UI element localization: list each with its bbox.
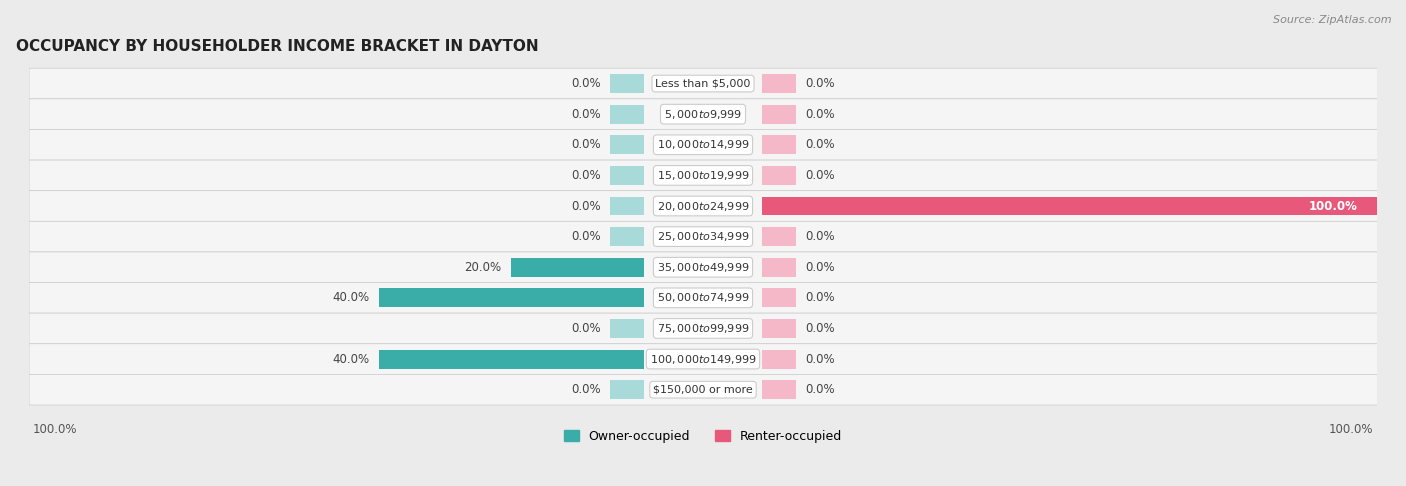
Text: 40.0%: 40.0% [332, 291, 370, 304]
FancyBboxPatch shape [30, 313, 1403, 344]
Bar [762, 288, 796, 307]
Text: 0.0%: 0.0% [571, 200, 600, 212]
Bar [380, 349, 644, 368]
Text: $20,000 to $24,999: $20,000 to $24,999 [657, 200, 749, 212]
Bar [762, 74, 796, 93]
FancyBboxPatch shape [30, 160, 1403, 191]
Text: $5,000 to $9,999: $5,000 to $9,999 [664, 108, 742, 121]
Text: 40.0%: 40.0% [332, 352, 370, 365]
Bar [610, 227, 644, 246]
FancyBboxPatch shape [30, 129, 1403, 160]
Text: $50,000 to $74,999: $50,000 to $74,999 [657, 291, 749, 304]
Bar [762, 319, 796, 338]
Text: 0.0%: 0.0% [806, 77, 835, 90]
Text: $150,000 or more: $150,000 or more [654, 385, 752, 395]
Bar [762, 135, 796, 154]
Text: $35,000 to $49,999: $35,000 to $49,999 [657, 260, 749, 274]
Bar [610, 319, 644, 338]
Text: 0.0%: 0.0% [806, 291, 835, 304]
FancyBboxPatch shape [30, 252, 1403, 282]
FancyBboxPatch shape [30, 344, 1403, 374]
Bar [610, 380, 644, 399]
Text: 0.0%: 0.0% [571, 108, 600, 121]
FancyBboxPatch shape [30, 68, 1403, 99]
Text: $15,000 to $19,999: $15,000 to $19,999 [657, 169, 749, 182]
Bar [610, 196, 644, 215]
FancyBboxPatch shape [30, 221, 1403, 252]
Text: 0.0%: 0.0% [806, 260, 835, 274]
Text: 0.0%: 0.0% [571, 383, 600, 396]
Text: 0.0%: 0.0% [571, 77, 600, 90]
Text: $25,000 to $34,999: $25,000 to $34,999 [657, 230, 749, 243]
Bar [762, 104, 796, 123]
Text: 0.0%: 0.0% [806, 230, 835, 243]
Text: 0.0%: 0.0% [806, 352, 835, 365]
Text: 0.0%: 0.0% [806, 169, 835, 182]
Text: 20.0%: 20.0% [464, 260, 502, 274]
Bar [610, 166, 644, 185]
Bar [610, 104, 644, 123]
Bar [380, 288, 644, 307]
Text: 0.0%: 0.0% [806, 108, 835, 121]
FancyBboxPatch shape [30, 99, 1403, 129]
Text: OCCUPANCY BY HOUSEHOLDER INCOME BRACKET IN DAYTON: OCCUPANCY BY HOUSEHOLDER INCOME BRACKET … [15, 39, 538, 54]
Text: $100,000 to $149,999: $100,000 to $149,999 [650, 352, 756, 365]
Text: $10,000 to $14,999: $10,000 to $14,999 [657, 139, 749, 151]
Text: Less than $5,000: Less than $5,000 [655, 79, 751, 88]
Bar [762, 196, 1406, 215]
Text: $75,000 to $99,999: $75,000 to $99,999 [657, 322, 749, 335]
Text: 0.0%: 0.0% [571, 322, 600, 335]
Bar [762, 227, 796, 246]
Bar [762, 349, 796, 368]
Text: 0.0%: 0.0% [571, 230, 600, 243]
Text: 100.0%: 100.0% [32, 423, 77, 436]
Text: 0.0%: 0.0% [806, 139, 835, 151]
Legend: Owner-occupied, Renter-occupied: Owner-occupied, Renter-occupied [564, 430, 842, 443]
FancyBboxPatch shape [30, 374, 1403, 405]
Text: 100.0%: 100.0% [1308, 200, 1357, 212]
Text: 0.0%: 0.0% [571, 169, 600, 182]
Text: 0.0%: 0.0% [806, 383, 835, 396]
FancyBboxPatch shape [30, 282, 1403, 313]
Bar [512, 258, 644, 277]
Text: Source: ZipAtlas.com: Source: ZipAtlas.com [1274, 15, 1392, 25]
FancyBboxPatch shape [30, 191, 1403, 221]
Text: 0.0%: 0.0% [806, 322, 835, 335]
Bar [762, 258, 796, 277]
Bar [610, 74, 644, 93]
Text: 0.0%: 0.0% [571, 139, 600, 151]
Bar [762, 166, 796, 185]
Text: 100.0%: 100.0% [1329, 423, 1374, 436]
Bar [762, 380, 796, 399]
Bar [610, 135, 644, 154]
